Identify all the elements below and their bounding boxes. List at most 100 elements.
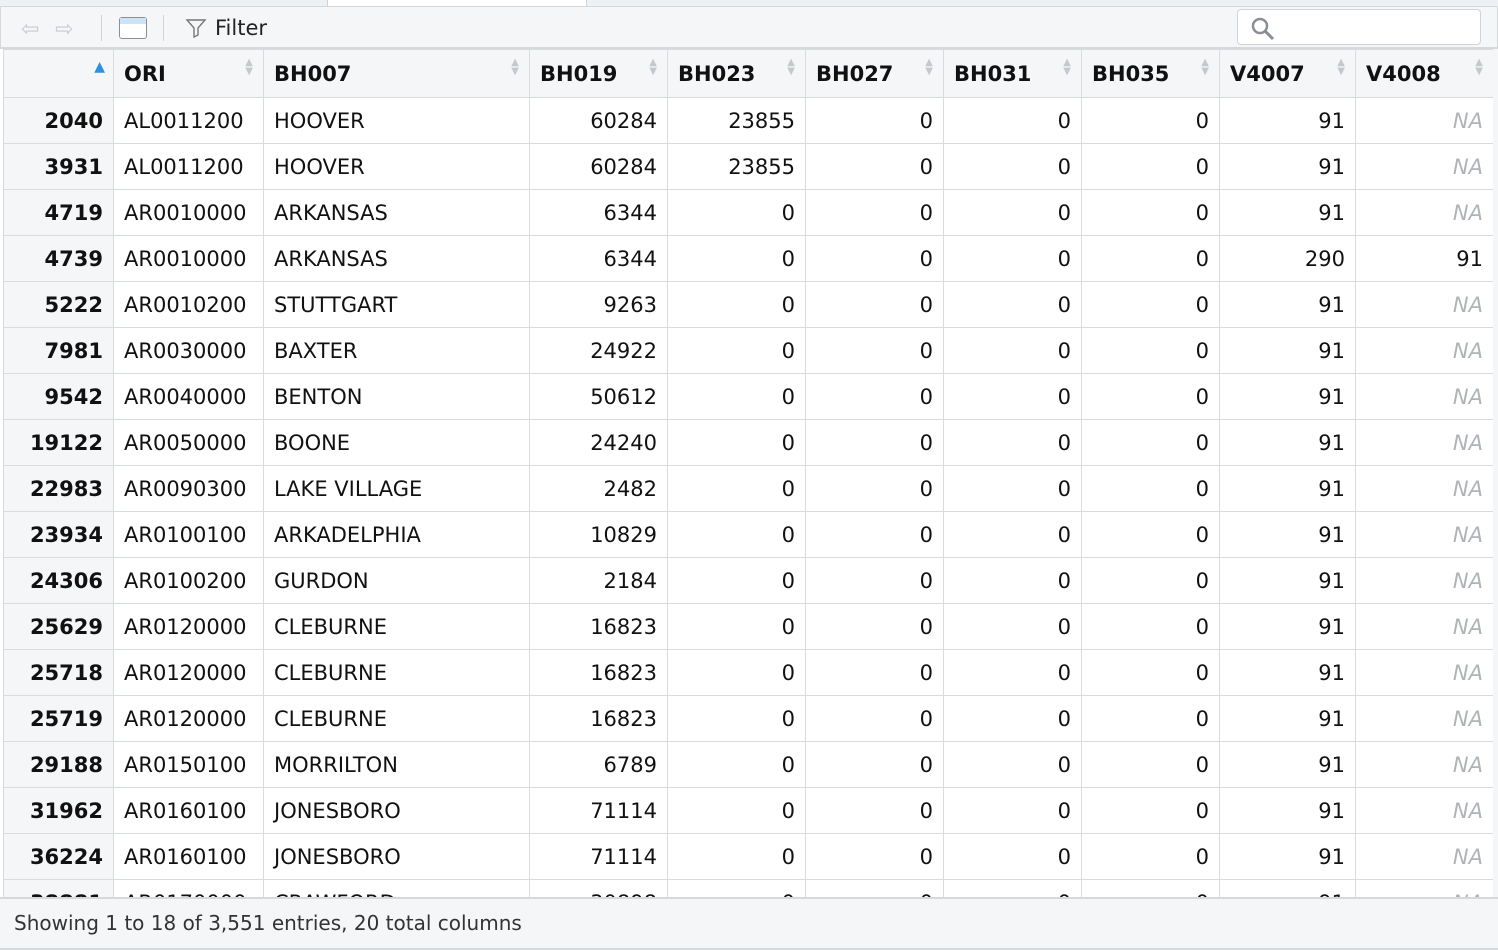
row-index-cell[interactable]: 31962: [3, 787, 114, 834]
column-header-bh031[interactable]: BH031 ▲ ▼: [943, 49, 1082, 98]
cell-bh019[interactable]: 60284: [529, 97, 668, 144]
cell-v4007[interactable]: 91: [1219, 281, 1356, 328]
cell-bh027[interactable]: 0: [805, 327, 944, 374]
cell-v4007[interactable]: 91: [1219, 695, 1356, 742]
cell-bh031[interactable]: 0: [943, 787, 1082, 834]
row-index-cell[interactable]: 9542: [3, 373, 114, 420]
cell-bh023[interactable]: 0: [667, 373, 806, 420]
cell-bh035[interactable]: 0: [1081, 235, 1220, 282]
cell-bh007[interactable]: CLEBURNE: [263, 695, 530, 742]
cell-v4008[interactable]: NA: [1355, 833, 1494, 880]
cell-bh007[interactable]: GURDON: [263, 557, 530, 604]
cell-bh031[interactable]: 0: [943, 189, 1082, 236]
cell-bh007[interactable]: LAKE VILLAGE: [263, 465, 530, 512]
column-header-bh023[interactable]: BH023 ▲ ▼: [667, 49, 806, 98]
cell-ori[interactable]: AR0050000: [113, 419, 264, 466]
cell-bh007[interactable]: ARKANSAS: [263, 189, 530, 236]
row-index-cell[interactable]: 23934: [3, 511, 114, 558]
cell-bh031[interactable]: 0: [943, 143, 1082, 190]
cell-ori[interactable]: AR0010200: [113, 281, 264, 328]
cell-v4008[interactable]: NA: [1355, 97, 1494, 144]
cell-v4008[interactable]: NA: [1355, 741, 1494, 788]
cell-v4007[interactable]: 91: [1219, 373, 1356, 420]
cell-bh019[interactable]: 71114: [529, 833, 668, 880]
cell-v4008[interactable]: NA: [1355, 787, 1494, 834]
column-header-index[interactable]: ▲: [3, 49, 114, 98]
cell-bh007[interactable]: BAXTER: [263, 327, 530, 374]
cell-v4007[interactable]: 91: [1219, 189, 1356, 236]
cell-bh027[interactable]: 0: [805, 143, 944, 190]
column-header-bh019[interactable]: BH019 ▲ ▼: [529, 49, 668, 98]
cell-bh035[interactable]: 0: [1081, 511, 1220, 558]
cell-bh019[interactable]: 10829: [529, 511, 668, 558]
cell-v4008[interactable]: NA: [1355, 649, 1494, 696]
cell-bh027[interactable]: 0: [805, 281, 944, 328]
cell-bh035[interactable]: 0: [1081, 603, 1220, 650]
cell-bh035[interactable]: 0: [1081, 189, 1220, 236]
cell-bh027[interactable]: 0: [805, 419, 944, 466]
cell-bh035[interactable]: 0: [1081, 557, 1220, 604]
cell-v4007[interactable]: 91: [1219, 787, 1356, 834]
cell-bh035[interactable]: 0: [1081, 695, 1220, 742]
column-header-v4008[interactable]: V4008 ▲ ▼: [1355, 49, 1494, 98]
cell-v4007[interactable]: 91: [1219, 143, 1356, 190]
row-index-cell[interactable]: 7981: [3, 327, 114, 374]
cell-bh031[interactable]: 0: [943, 419, 1082, 466]
cell-v4008[interactable]: NA: [1355, 511, 1494, 558]
cell-ori[interactable]: AR0100200: [113, 557, 264, 604]
cell-v4007[interactable]: 91: [1219, 741, 1356, 788]
cell-bh031[interactable]: 0: [943, 511, 1082, 558]
cell-bh019[interactable]: 6344: [529, 235, 668, 282]
cell-bh027[interactable]: 0: [805, 557, 944, 604]
cell-v4008[interactable]: NA: [1355, 603, 1494, 650]
cell-v4007[interactable]: 290: [1219, 235, 1356, 282]
row-index-cell[interactable]: 3931: [3, 143, 114, 190]
cell-bh035[interactable]: 0: [1081, 373, 1220, 420]
cell-bh031[interactable]: 0: [943, 557, 1082, 604]
cell-bh023[interactable]: 0: [667, 741, 806, 788]
cell-v4007[interactable]: 91: [1219, 649, 1356, 696]
cell-bh027[interactable]: 0: [805, 695, 944, 742]
cell-bh023[interactable]: 0: [667, 465, 806, 512]
cell-v4008[interactable]: NA: [1355, 419, 1494, 466]
cell-bh019[interactable]: 9263: [529, 281, 668, 328]
cell-v4007[interactable]: 91: [1219, 511, 1356, 558]
cell-bh035[interactable]: 0: [1081, 833, 1220, 880]
cell-ori[interactable]: AR0010000: [113, 235, 264, 282]
cell-bh027[interactable]: 0: [805, 373, 944, 420]
row-index-cell[interactable]: 25629: [3, 603, 114, 650]
cell-bh007[interactable]: JONESBORO: [263, 833, 530, 880]
cell-bh035[interactable]: 0: [1081, 281, 1220, 328]
cell-bh019[interactable]: 6789: [529, 741, 668, 788]
cell-bh019[interactable]: 16823: [529, 695, 668, 742]
cell-bh031[interactable]: 0: [943, 235, 1082, 282]
cell-bh007[interactable]: STUTTGART: [263, 281, 530, 328]
cell-bh027[interactable]: 0: [805, 189, 944, 236]
cell-v4008[interactable]: NA: [1355, 281, 1494, 328]
cell-ori[interactable]: AR0030000: [113, 327, 264, 374]
cell-bh023[interactable]: 0: [667, 603, 806, 650]
row-index-cell[interactable]: 4719: [3, 189, 114, 236]
cell-v4008[interactable]: NA: [1355, 189, 1494, 236]
cell-bh007[interactable]: ARKANSAS: [263, 235, 530, 282]
cell-bh035[interactable]: 0: [1081, 143, 1220, 190]
cell-v4007[interactable]: 91: [1219, 603, 1356, 650]
cell-bh035[interactable]: 0: [1081, 327, 1220, 374]
row-index-cell[interactable]: 5222: [3, 281, 114, 328]
cell-bh035[interactable]: 0: [1081, 741, 1220, 788]
cell-bh023[interactable]: 0: [667, 327, 806, 374]
cell-v4008[interactable]: NA: [1355, 557, 1494, 604]
cell-v4007[interactable]: 91: [1219, 327, 1356, 374]
cell-bh023[interactable]: 0: [667, 511, 806, 558]
cell-bh023[interactable]: 23855: [667, 143, 806, 190]
cell-ori[interactable]: AR0160100: [113, 833, 264, 880]
cell-bh023[interactable]: 0: [667, 833, 806, 880]
cell-bh023[interactable]: 0: [667, 189, 806, 236]
cell-bh007[interactable]: BOONE: [263, 419, 530, 466]
cell-bh007[interactable]: MORRILTON: [263, 741, 530, 788]
cell-bh031[interactable]: 0: [943, 373, 1082, 420]
cell-bh031[interactable]: 0: [943, 695, 1082, 742]
cell-bh023[interactable]: 0: [667, 235, 806, 282]
row-index-cell[interactable]: 29188: [3, 741, 114, 788]
cell-bh019[interactable]: 6344: [529, 189, 668, 236]
